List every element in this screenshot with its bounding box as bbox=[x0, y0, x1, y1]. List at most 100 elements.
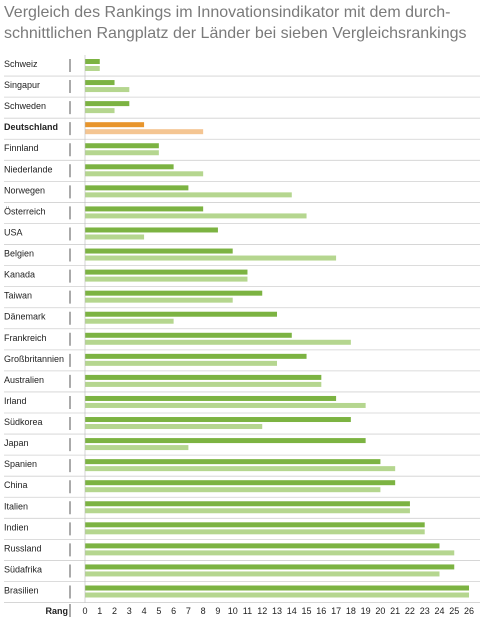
bar-innovationsindikator-schweiz bbox=[85, 59, 100, 64]
country-label-usa: USA bbox=[4, 227, 23, 237]
bar-innovationsindikator-deutschland bbox=[85, 122, 145, 128]
bar-vergleichsrankings-usa bbox=[85, 234, 145, 240]
bar-innovationsindikator-indien bbox=[85, 522, 425, 528]
bar-innovationsindikator-sudafrika bbox=[85, 564, 455, 570]
x-tick-9: 9 bbox=[215, 606, 220, 616]
bar-vergleichsrankings-schweiz bbox=[85, 66, 100, 71]
country-label-brasilien: Brasilien bbox=[4, 586, 39, 596]
bar-vergleichsrankings-finnland bbox=[85, 150, 159, 156]
bar-innovationsindikator-irland bbox=[85, 395, 337, 401]
country-label-schweden: Schweden bbox=[4, 101, 46, 111]
country-label-deutschland: Deutschland bbox=[4, 122, 58, 132]
x-tick-17: 17 bbox=[331, 606, 341, 616]
bar-vergleichsrankings-irland bbox=[85, 402, 366, 408]
x-tick-4: 4 bbox=[142, 606, 147, 616]
bar-innovationsindikator-grossbritannien bbox=[85, 353, 307, 359]
country-label-schweiz: Schweiz bbox=[4, 59, 38, 69]
country-label-niederlande: Niederlande bbox=[4, 164, 53, 174]
x-tick-2: 2 bbox=[112, 606, 117, 616]
x-tick-6: 6 bbox=[171, 606, 176, 616]
x-tick-18: 18 bbox=[346, 606, 356, 616]
bar-vergleichsrankings-taiwan bbox=[85, 297, 233, 303]
x-tick-22: 22 bbox=[405, 606, 415, 616]
x-tick-1: 1 bbox=[97, 606, 102, 616]
x-tick-24: 24 bbox=[434, 606, 444, 616]
bar-vergleichsrankings-indien bbox=[85, 529, 425, 535]
bar-innovationsindikator-australien bbox=[85, 374, 322, 380]
bar-innovationsindikator-singapur bbox=[85, 80, 115, 86]
bar-innovationsindikator-taiwan bbox=[85, 290, 263, 296]
country-label-taiwan: Taiwan bbox=[4, 291, 32, 301]
bar-innovationsindikator-usa bbox=[85, 227, 218, 233]
country-label-spanien: Spanien bbox=[4, 459, 37, 469]
bar-vergleichsrankings-japan bbox=[85, 445, 189, 451]
chart-title-line-2: schnittlichen Rangplatz der Länder bei s… bbox=[4, 25, 467, 42]
x-tick-0: 0 bbox=[82, 606, 87, 616]
x-tick-20: 20 bbox=[375, 606, 385, 616]
bar-innovationsindikator-niederlande bbox=[85, 164, 174, 170]
country-label-osterreich: Österreich bbox=[4, 206, 46, 216]
x-tick-10: 10 bbox=[228, 606, 238, 616]
country-label-indien: Indien bbox=[4, 522, 29, 532]
bar-innovationsindikator-brasilien bbox=[85, 585, 470, 591]
bar-vergleichsrankings-singapur bbox=[85, 87, 130, 93]
country-label-italien: Italien bbox=[4, 501, 28, 511]
x-tick-12: 12 bbox=[257, 606, 267, 616]
bar-innovationsindikator-china bbox=[85, 480, 396, 486]
country-label-china: China bbox=[4, 480, 28, 490]
country-label-belgien: Belgien bbox=[4, 249, 34, 259]
x-tick-16: 16 bbox=[316, 606, 326, 616]
country-label-russland: Russland bbox=[4, 543, 42, 553]
x-tick-7: 7 bbox=[186, 606, 191, 616]
x-axis-label: Rang bbox=[46, 606, 69, 616]
x-tick-13: 13 bbox=[272, 606, 282, 616]
x-tick-14: 14 bbox=[287, 606, 297, 616]
bar-vergleichsrankings-brasilien bbox=[85, 592, 470, 598]
country-label-sudafrika: Südafrika bbox=[4, 564, 42, 574]
bar-innovationsindikator-norwegen bbox=[85, 185, 189, 191]
bar-innovationsindikator-osterreich bbox=[85, 206, 204, 212]
bar-vergleichsrankings-sudafrika bbox=[85, 571, 440, 577]
chart-title: Vergleich des Rankings im Innovationsind… bbox=[4, 2, 480, 44]
country-label-kanada: Kanada bbox=[4, 270, 35, 280]
bar-vergleichsrankings-deutschland bbox=[85, 129, 204, 135]
bar-vergleichsrankings-china bbox=[85, 487, 381, 493]
country-label-frankreich: Frankreich bbox=[4, 333, 47, 343]
country-label-grossbritannien: Großbritannien bbox=[4, 354, 64, 364]
bar-vergleichsrankings-frankreich bbox=[85, 339, 351, 345]
bar-vergleichsrankings-italien bbox=[85, 508, 410, 514]
bar-innovationsindikator-russland bbox=[85, 543, 440, 549]
x-tick-26: 26 bbox=[464, 606, 474, 616]
x-tick-21: 21 bbox=[390, 606, 400, 616]
bar-vergleichsrankings-russland bbox=[85, 550, 455, 556]
x-tick-15: 15 bbox=[302, 606, 312, 616]
bar-vergleichsrankings-danemark bbox=[85, 318, 174, 324]
bar-innovationsindikator-kanada bbox=[85, 269, 248, 275]
country-label-norwegen: Norwegen bbox=[4, 185, 45, 195]
x-tick-23: 23 bbox=[420, 606, 430, 616]
country-label-danemark: Dänemark bbox=[4, 312, 46, 322]
country-label-singapur: Singapur bbox=[4, 80, 40, 90]
x-tick-19: 19 bbox=[361, 606, 371, 616]
country-label-sudkorea: Südkorea bbox=[4, 417, 43, 427]
bar-innovationsindikator-belgien bbox=[85, 248, 233, 254]
bar-vergleichsrankings-norwegen bbox=[85, 192, 292, 198]
bar-vergleichsrankings-australien bbox=[85, 381, 322, 387]
x-tick-3: 3 bbox=[127, 606, 132, 616]
bar-innovationsindikator-finnland bbox=[85, 143, 159, 149]
country-label-australien: Australien bbox=[4, 375, 44, 385]
country-label-irland: Irland bbox=[4, 396, 27, 406]
x-tick-8: 8 bbox=[201, 606, 206, 616]
x-tick-5: 5 bbox=[156, 606, 161, 616]
x-tick-25: 25 bbox=[449, 606, 459, 616]
bar-vergleichsrankings-grossbritannien bbox=[85, 360, 278, 366]
bar-vergleichsrankings-kanada bbox=[85, 276, 248, 282]
bar-innovationsindikator-schweden bbox=[85, 101, 130, 107]
chart-title-line-1: Vergleich des Rankings im Innovationsind… bbox=[4, 4, 451, 21]
bar-innovationsindikator-japan bbox=[85, 438, 366, 444]
bar-vergleichsrankings-belgien bbox=[85, 255, 337, 261]
bar-vergleichsrankings-spanien bbox=[85, 466, 396, 472]
x-tick-11: 11 bbox=[243, 606, 252, 616]
bar-vergleichsrankings-schweden bbox=[85, 108, 115, 114]
